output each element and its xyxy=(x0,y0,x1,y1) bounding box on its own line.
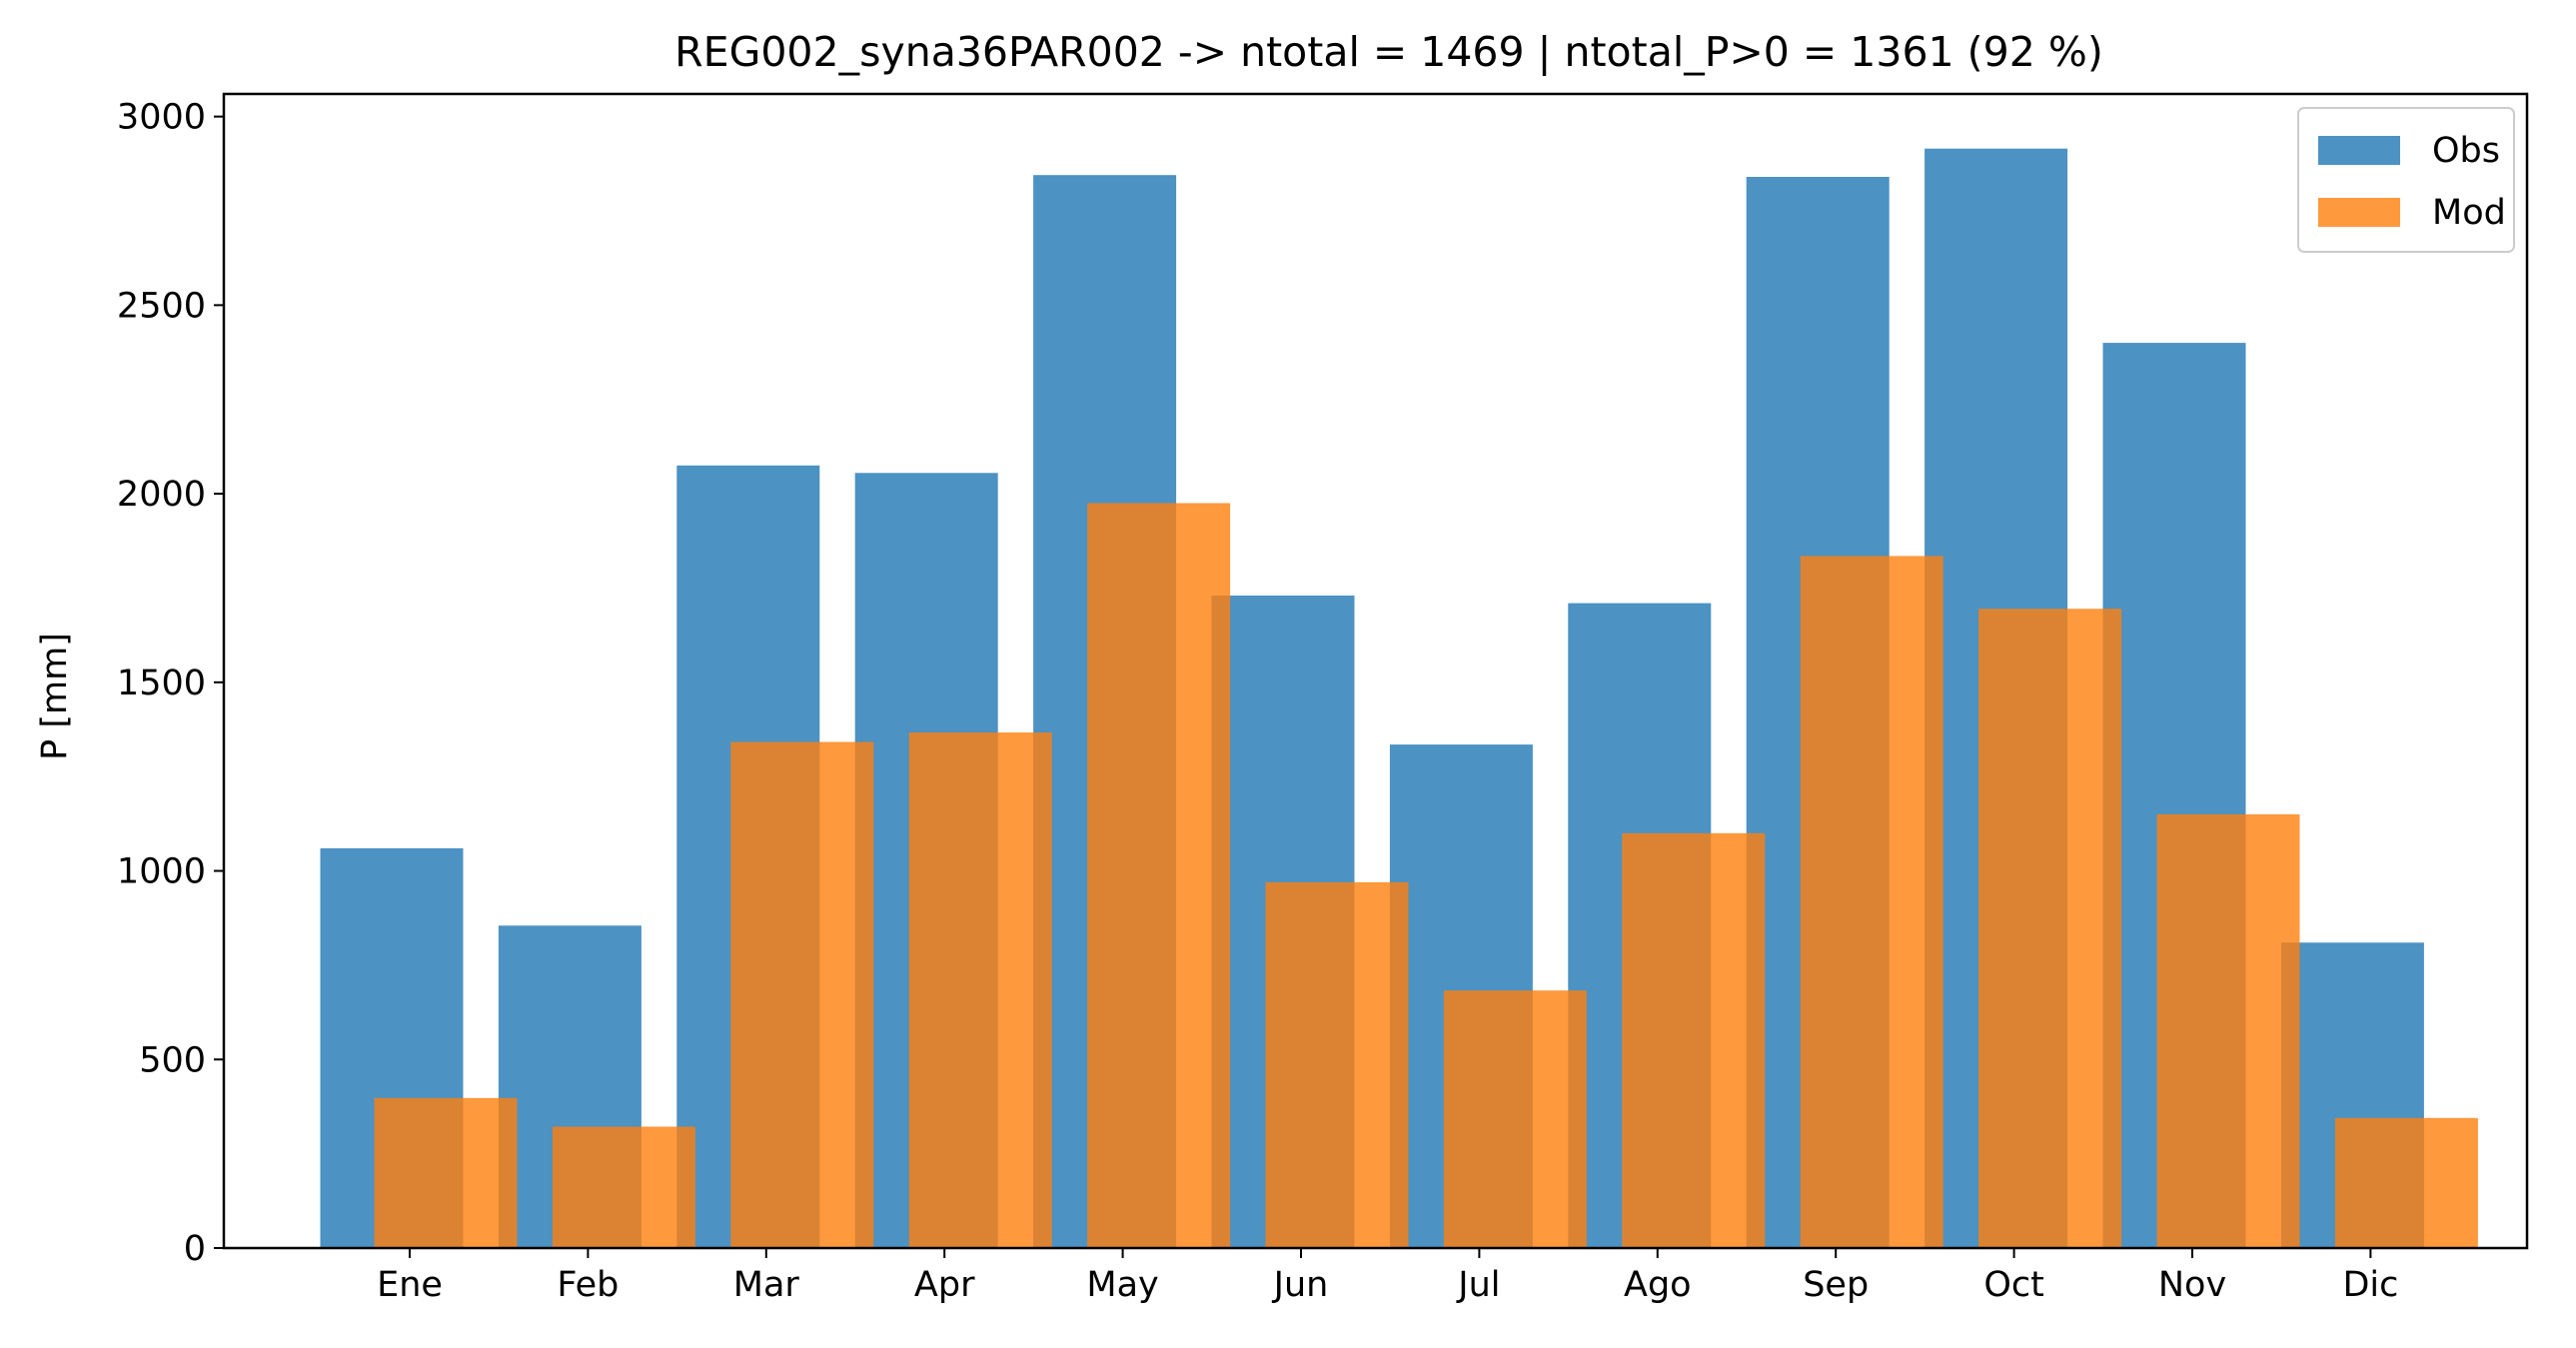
legend-swatch-mod xyxy=(2318,198,2400,227)
x-tick-label-ene: Ene xyxy=(377,1265,443,1305)
x-tick-label-dic: Dic xyxy=(2342,1265,2398,1305)
bars-layer xyxy=(320,148,2478,1249)
bar-mod-mar xyxy=(730,741,874,1248)
chart-title: REG002_syna36PAR002 -> ntotal = 1469 | n… xyxy=(674,28,2103,76)
ticks-layer: Ene Feb Mar Apr May Jun Jul Ago Sep Oct Nov Dic 0 500… xyxy=(117,98,2398,1305)
x-tick-label-jun: Jun xyxy=(1272,1265,1329,1305)
x-tick-label-sep: Sep xyxy=(1803,1265,1869,1305)
bar-mod-nov xyxy=(2156,813,2300,1248)
y-axis-label: P [mm] xyxy=(35,633,75,760)
x-tick-label-jul: Jul xyxy=(1456,1265,1500,1305)
y-tick-label-1500: 1500 xyxy=(117,664,206,703)
x-tick-label-mar: Mar xyxy=(733,1265,800,1305)
legend-swatch-obs xyxy=(2318,136,2400,165)
x-tick-label-may: May xyxy=(1086,1265,1158,1305)
y-tick-label-3000: 3000 xyxy=(117,98,206,138)
bar-mod-feb xyxy=(552,1126,695,1248)
bar-mod-sep xyxy=(1800,556,1943,1248)
y-tick-label-0: 0 xyxy=(184,1229,206,1269)
x-tick-label-nov: Nov xyxy=(2158,1265,2226,1305)
bar-mod-ago xyxy=(1622,832,1766,1248)
y-tick-label-1000: 1000 xyxy=(117,852,206,892)
x-tick-label-apr: Apr xyxy=(914,1265,975,1305)
legend-label-obs: Obs xyxy=(2432,131,2500,171)
bar-mod-jun xyxy=(1265,881,1409,1248)
bar-mod-jul xyxy=(1443,990,1587,1248)
bar-mod-apr xyxy=(908,732,1052,1248)
bar-mod-oct xyxy=(1978,609,2122,1248)
legend-label-mod: Mod xyxy=(2432,193,2506,233)
legend: Obs Mod xyxy=(2297,107,2515,253)
x-tick-label-ago: Ago xyxy=(1624,1265,1692,1305)
x-tick-label-oct: Oct xyxy=(1983,1265,2044,1305)
y-tick-label-2500: 2500 xyxy=(117,286,206,326)
y-tick-label-2000: 2000 xyxy=(117,475,206,515)
x-tick-label-feb: Feb xyxy=(557,1265,619,1305)
bar-mod-dic xyxy=(2334,1117,2478,1248)
plot-frame xyxy=(222,92,2529,1250)
y-tick-label-500: 500 xyxy=(139,1040,206,1080)
bar-mod-may xyxy=(1087,503,1231,1248)
bar-mod-ene xyxy=(374,1097,518,1248)
